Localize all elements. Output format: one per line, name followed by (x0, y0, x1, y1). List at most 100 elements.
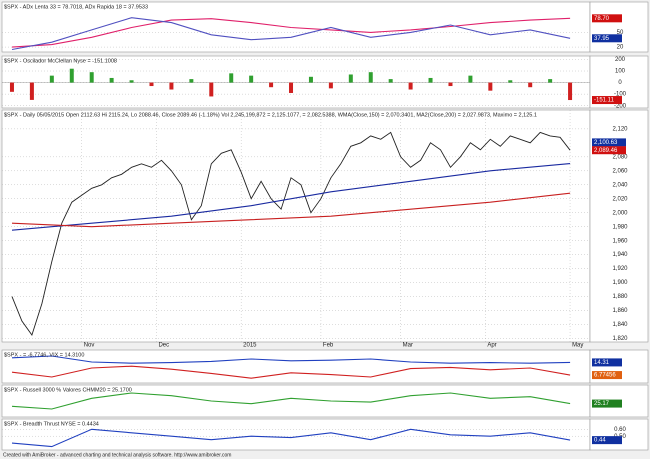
value-badge-label: 25.17 (594, 401, 610, 407)
y-tick-label: -200 (614, 103, 627, 109)
axis-panel (589, 418, 649, 451)
series-line (11, 17, 571, 51)
y-tick-label: 1,960 (612, 238, 628, 244)
x-tick-label: May (572, 343, 583, 349)
pane (1, 384, 591, 418)
value-badge-label: -151.11 (594, 98, 615, 104)
bar (69, 68, 74, 83)
y-tick-label: 1,980 (612, 224, 628, 230)
bar (89, 72, 94, 83)
value-badge (592, 358, 622, 367)
y-tick-label: 1,900 (612, 280, 628, 286)
bar (229, 73, 234, 83)
bar (109, 77, 114, 83)
bar (428, 77, 433, 83)
level-badge-label: 2,100.63 (594, 140, 618, 146)
y-tick-label: 1,860 (612, 308, 628, 314)
value-badge-label: 14.31 (594, 360, 610, 366)
bar (508, 80, 513, 83)
bar (189, 79, 194, 83)
y-tick-label: 2,080 (612, 154, 628, 160)
bar (149, 82, 154, 87)
y-tick-label: 1,920 (612, 266, 628, 272)
value-badge (592, 96, 622, 105)
value-badge-label: 78.70 (594, 16, 610, 22)
bar (49, 75, 54, 83)
y-tick-label: -100 (614, 92, 627, 98)
y-tick-label: 1,840 (612, 322, 628, 328)
y-tick-label: 2,040 (612, 182, 628, 188)
series-line (11, 365, 571, 379)
series-line (11, 392, 571, 410)
value-badge (592, 399, 622, 408)
pane-title: $SPX - Oscilador McClellan Nyse = -151.1… (4, 58, 117, 64)
footer: Created with AmiBroker - advanced charti… (3, 452, 231, 458)
pane (1, 349, 591, 384)
bar (408, 82, 413, 90)
bar (308, 76, 313, 83)
y-tick-label: 1,820 (612, 336, 628, 342)
x-tick-label: Apr (487, 343, 496, 349)
x-tick-label: Dec (158, 343, 169, 349)
y-tick-label: 2,000 (612, 210, 628, 216)
value-badge-label: 0.44 (594, 438, 606, 444)
level-badge (592, 146, 626, 155)
value-badge (592, 34, 622, 43)
y-tick-label: 0 (618, 80, 622, 86)
y-tick-label: 2,020 (612, 196, 628, 202)
pane (1, 418, 591, 451)
series-line (11, 131, 571, 336)
y-tick-label: 200 (615, 57, 626, 63)
bar (548, 79, 553, 83)
bar (368, 72, 373, 83)
pane (1, 55, 591, 109)
value-badge-label: 37.95 (594, 36, 610, 42)
y-tick-label: 50 (617, 30, 624, 36)
bar (249, 75, 254, 83)
y-tick-label: 2,060 (612, 168, 628, 174)
level-badge (592, 138, 626, 147)
y-tick-label: 0.60 (614, 427, 626, 433)
y-tick-label: 2,120 (612, 126, 628, 132)
bar (289, 82, 294, 93)
series-line (11, 355, 571, 364)
value-badge (592, 436, 622, 445)
pane-title: $SPX - Breadth Thrust NYSE = 0.4434 (4, 421, 99, 427)
level-badge-label: 2,089.46 (594, 148, 618, 154)
bar (388, 79, 393, 83)
pane-title: $SPX - Daily 05/05/2015 Open 2112.63 Hi … (4, 112, 537, 118)
series-line (11, 17, 571, 48)
x-tick-label: Nov (84, 343, 95, 349)
x-tick-label: 2015 (243, 343, 257, 349)
pane-title: $SPX - = -6.7746, VIX = 14.3100 (4, 352, 84, 358)
series-line (11, 163, 571, 231)
bar (448, 82, 453, 87)
bar (209, 82, 214, 97)
bar (169, 82, 174, 90)
bar (9, 82, 14, 92)
series-line (11, 192, 571, 228)
y-tick-label: 1,880 (612, 294, 628, 300)
x-tick-label: Mar (403, 343, 413, 349)
bar (29, 82, 34, 100)
y-tick-label: 1,940 (612, 252, 628, 258)
bar (488, 82, 493, 91)
bar (348, 74, 353, 83)
bar (269, 82, 274, 88)
x-tick-label: Feb (323, 343, 334, 349)
y-tick-label: 20 (617, 45, 624, 51)
series-line (11, 428, 571, 448)
pane-title: $SPX - ADx Lenta 33 = 78.7018, ADx Rapid… (4, 4, 148, 10)
axis-panel (589, 1, 649, 53)
value-badge-label: 6.77456 (594, 373, 616, 379)
bar (129, 80, 134, 83)
y-tick-label: 100 (615, 69, 626, 75)
value-badge (592, 371, 622, 380)
bar (568, 82, 573, 101)
value-badge (592, 14, 622, 23)
bar (528, 82, 533, 88)
bar (468, 75, 473, 83)
bar (328, 82, 333, 89)
pane-title: $SPX - Russell 3000 % Valores CHMM20 = 2… (4, 387, 132, 393)
